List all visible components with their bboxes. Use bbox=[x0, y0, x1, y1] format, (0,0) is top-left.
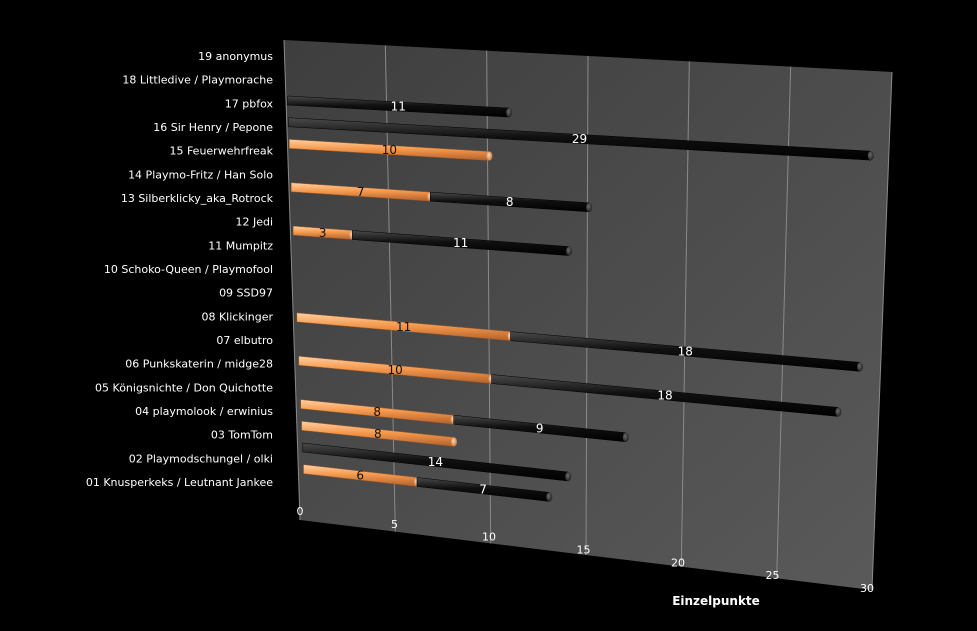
category-label: 10 Schoko-Queen / Playmofool bbox=[104, 263, 273, 276]
x-tick-labels-group: 0 5 10 15 20 25 30 bbox=[297, 505, 875, 595]
category-label: 01 Knusperkeks / Leutnant Jankee bbox=[86, 476, 273, 489]
bar-end-cap bbox=[835, 407, 842, 417]
x-tick-label: 30 bbox=[860, 582, 874, 595]
bar-value-label: 9 bbox=[536, 422, 544, 436]
category-label: 18 Littledive / Playmorache bbox=[122, 74, 273, 87]
category-label: 12 Jedi bbox=[235, 216, 273, 229]
bar-series-group bbox=[287, 95, 874, 502]
x-tick-label: 15 bbox=[577, 544, 591, 557]
category-label: 06 Punkskaterin / midge28 bbox=[125, 358, 273, 371]
bar-end-cap bbox=[622, 432, 629, 442]
bar-value-label: 7 bbox=[357, 185, 365, 199]
category-label: 04 playmolook / erwinius bbox=[135, 405, 273, 418]
x-tick-label: 20 bbox=[671, 556, 685, 569]
category-label: 03 TomTom bbox=[211, 429, 273, 442]
bar-end-cap bbox=[486, 151, 493, 161]
plot-back-wall bbox=[284, 40, 892, 590]
bar-value-label: 18 bbox=[657, 388, 672, 402]
category-label: 09 SSD97 bbox=[219, 287, 273, 300]
bar-end-cap bbox=[857, 362, 864, 372]
bar-value-label: 14 bbox=[428, 455, 443, 469]
category-label: 16 Sir Henry / Pepone bbox=[153, 121, 273, 134]
category-label: 07 elbutro bbox=[216, 334, 273, 347]
bar-end-cap bbox=[586, 202, 593, 212]
category-label: 15 Feuerwehrfreak bbox=[169, 145, 273, 158]
bar-value-label: 7 bbox=[479, 482, 487, 496]
bar-end-cap bbox=[451, 437, 458, 447]
category-label: 02 Playmodschungel / olki bbox=[129, 452, 273, 465]
bar-end-cap bbox=[566, 246, 573, 256]
bar-value-label: 6 bbox=[356, 469, 364, 483]
bar-end-cap bbox=[867, 151, 874, 161]
bar-value-label: 29 bbox=[572, 132, 587, 146]
category-label: 13 Silberklicky_aka_Rotrock bbox=[121, 192, 274, 205]
bar-value-label: 8 bbox=[506, 195, 514, 209]
x-axis-title: Einzelpunkte bbox=[672, 594, 760, 608]
x-tick-label: 25 bbox=[766, 569, 780, 582]
bar-value-label: 10 bbox=[382, 143, 397, 157]
bar-end-cap bbox=[506, 108, 513, 118]
bar-value-label: 8 bbox=[374, 427, 382, 441]
bar-value-label: 10 bbox=[388, 363, 403, 377]
x-tick-label: 5 bbox=[391, 518, 398, 531]
category-label: 11 Mumpitz bbox=[208, 239, 273, 252]
category-label: 19 anonymus bbox=[198, 50, 273, 63]
bar-end-cap bbox=[565, 472, 572, 482]
category-label: 05 Königsnichte / Don Quichotte bbox=[95, 381, 273, 394]
category-label: 17 pbfox bbox=[225, 97, 274, 110]
bar-end-cap bbox=[546, 492, 553, 502]
grid-lines bbox=[283, 39, 893, 591]
bar-value-label: 11 bbox=[453, 236, 468, 250]
bar-value-label: 8 bbox=[373, 405, 381, 419]
bar-value-label: 3 bbox=[319, 226, 327, 240]
category-labels-group: 19 anonymus 18 Littledive / Playmorache 17… bbox=[86, 50, 274, 489]
x-gridline bbox=[283, 39, 301, 521]
category-label: 14 Playmo-Fritz / Han Solo bbox=[128, 168, 273, 181]
bar-value-label: 11 bbox=[391, 100, 406, 114]
x-gridline bbox=[871, 71, 893, 591]
bar-value-label: 11 bbox=[396, 320, 411, 334]
value-labels-group: 11 29 10 7 8 3 11 11 18 10 18 8 9 8 14 6 7 bbox=[319, 100, 693, 497]
x-tick-label: 0 bbox=[297, 505, 304, 518]
x-tick-label: 10 bbox=[482, 531, 496, 544]
category-label: 08 Klickinger bbox=[201, 310, 273, 323]
bar-value-label: 18 bbox=[678, 344, 693, 358]
